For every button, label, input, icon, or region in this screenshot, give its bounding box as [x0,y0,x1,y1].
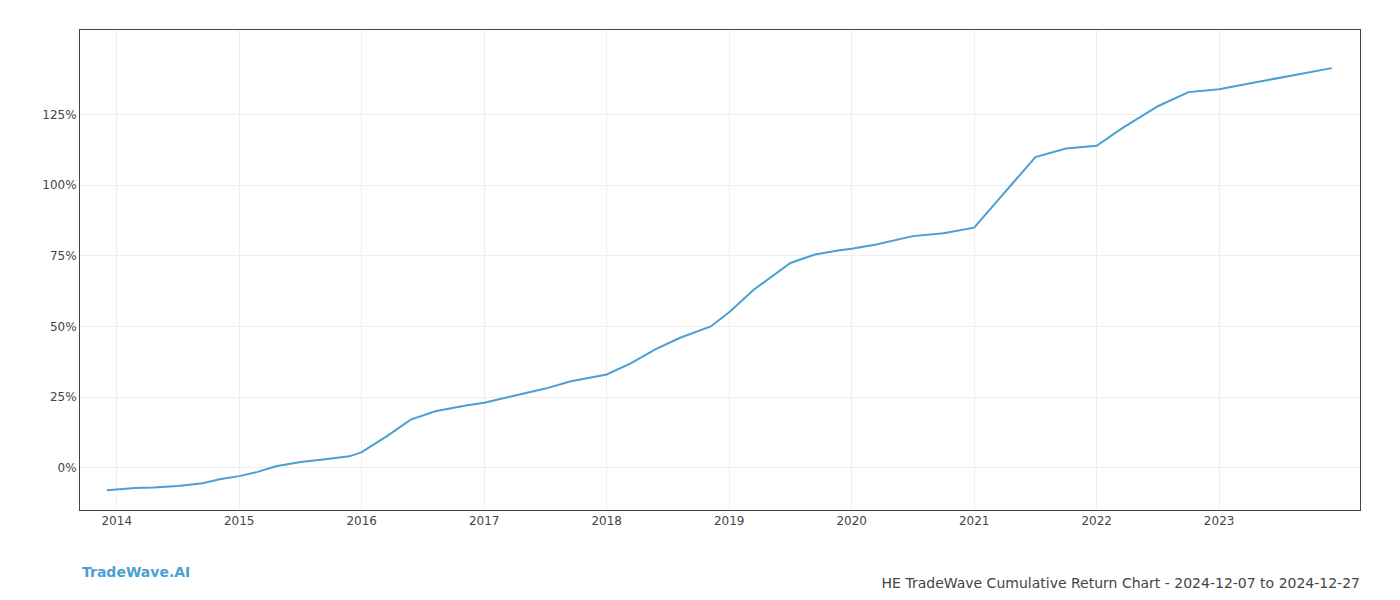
svg-text:2021: 2021 [959,514,990,528]
svg-text:TradeWave.AI: TradeWave.AI [82,564,190,580]
svg-text:50%: 50% [50,320,77,334]
svg-text:2023: 2023 [1204,514,1235,528]
svg-text:2014: 2014 [101,514,132,528]
svg-text:0%: 0% [58,461,77,475]
svg-text:25%: 25% [50,390,77,404]
svg-text:2017: 2017 [469,514,500,528]
svg-text:125%: 125% [42,108,76,122]
svg-text:2022: 2022 [1081,514,1112,528]
svg-text:2020: 2020 [836,514,867,528]
svg-text:75%: 75% [50,249,77,263]
svg-text:100%: 100% [42,178,76,192]
svg-text:HE TradeWave Cumulative Return: HE TradeWave Cumulative Return Chart - 2… [882,575,1360,591]
svg-text:2018: 2018 [591,514,622,528]
svg-text:2016: 2016 [346,514,377,528]
svg-text:2019: 2019 [714,514,745,528]
svg-text:2015: 2015 [224,514,255,528]
